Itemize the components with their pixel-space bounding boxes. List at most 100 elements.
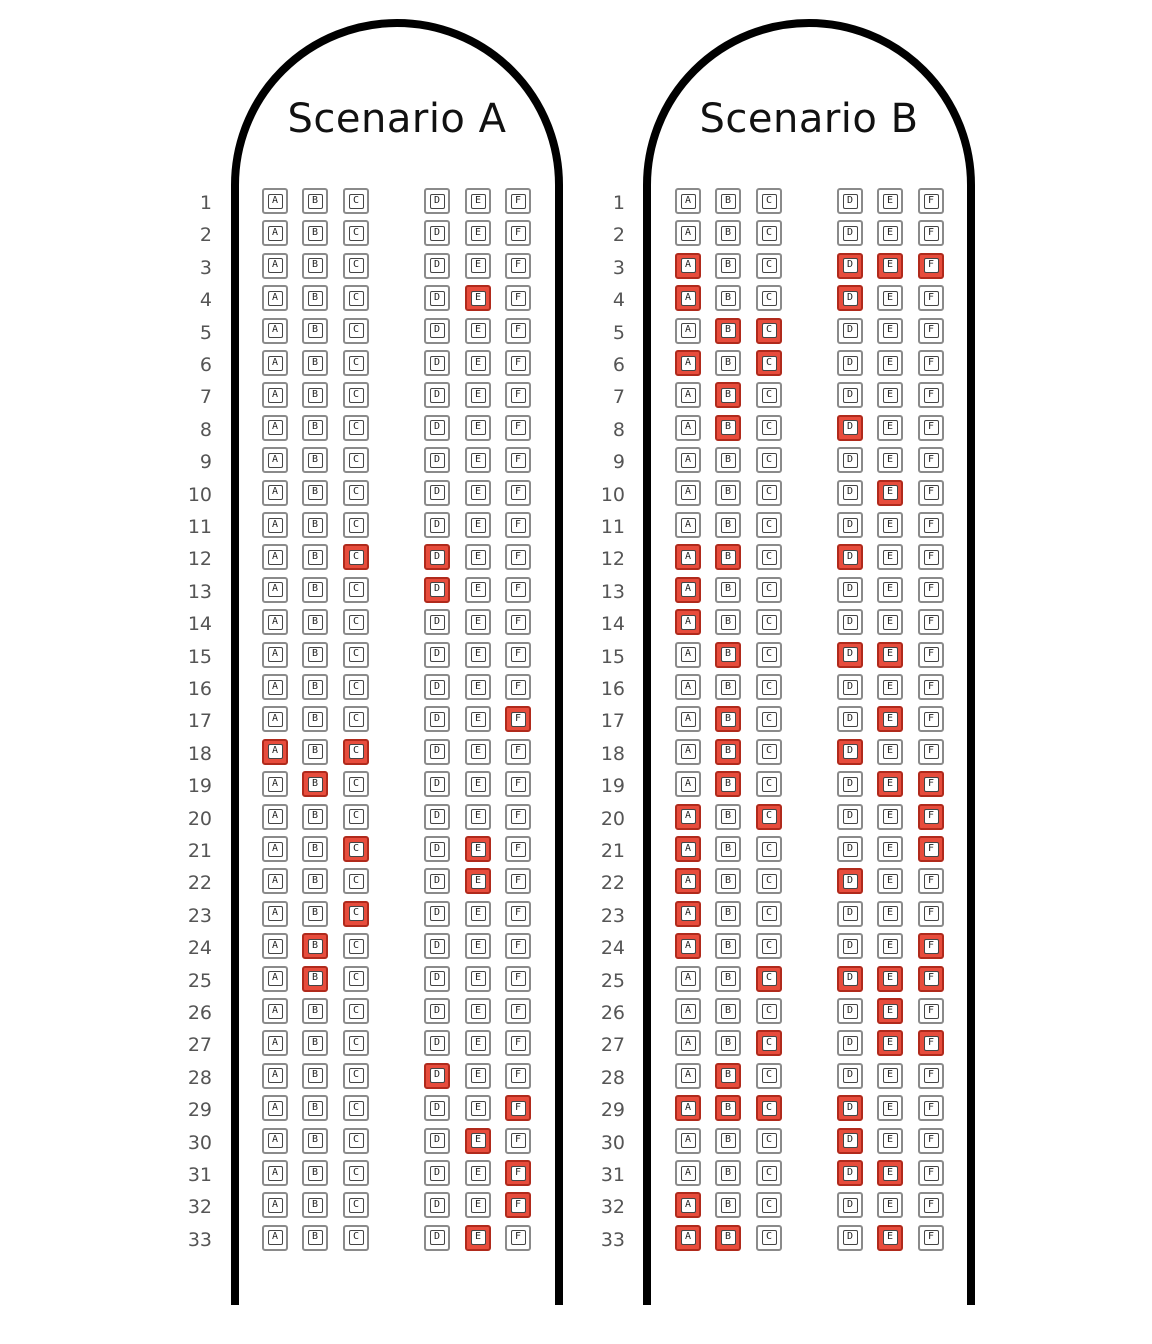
seat-occupied[interactable]: F: [918, 1030, 944, 1057]
seat-empty[interactable]: E: [877, 1062, 903, 1089]
seat-empty[interactable]: A: [675, 479, 701, 506]
seat-empty[interactable]: E: [877, 317, 903, 344]
seat-occupied[interactable]: A: [675, 350, 701, 376]
seat-empty[interactable]: E: [877, 1192, 903, 1219]
seat-empty[interactable]: F: [918, 220, 944, 247]
seat-empty[interactable]: C: [756, 738, 782, 765]
seat-occupied[interactable]: D: [837, 1095, 863, 1122]
seat-empty[interactable]: E: [877, 576, 903, 603]
seat-occupied[interactable]: C: [756, 1095, 782, 1122]
seat-empty[interactable]: E: [465, 544, 491, 571]
seat-empty[interactable]: F: [505, 317, 531, 344]
seat-occupied[interactable]: D: [424, 1062, 450, 1089]
seat-occupied[interactable]: E: [877, 479, 903, 506]
seat-empty[interactable]: C: [343, 1192, 369, 1219]
seat-empty[interactable]: F: [918, 1127, 944, 1154]
seat-empty[interactable]: D: [424, 641, 450, 668]
seat-empty[interactable]: F: [918, 382, 944, 409]
seat-occupied[interactable]: C: [343, 738, 369, 765]
seat-occupied[interactable]: D: [837, 641, 863, 668]
seat-empty[interactable]: B: [302, 512, 328, 538]
seat-empty[interactable]: F: [505, 414, 531, 441]
seat-occupied[interactable]: B: [302, 965, 328, 992]
seat-empty[interactable]: D: [424, 771, 450, 798]
seat-empty[interactable]: B: [302, 609, 328, 636]
seat-empty[interactable]: D: [424, 1095, 450, 1122]
seat-occupied[interactable]: A: [675, 544, 701, 571]
seat-occupied[interactable]: A: [675, 933, 701, 960]
seat-empty[interactable]: B: [715, 285, 741, 312]
seat-empty[interactable]: D: [837, 317, 863, 344]
seat-occupied[interactable]: F: [918, 933, 944, 960]
seat-empty[interactable]: D: [424, 447, 450, 474]
seat-empty[interactable]: B: [302, 998, 328, 1024]
seat-empty[interactable]: F: [505, 188, 531, 214]
seat-empty[interactable]: B: [302, 1062, 328, 1089]
seat-empty[interactable]: F: [505, 641, 531, 668]
seat-empty[interactable]: A: [675, 674, 701, 700]
seat-empty[interactable]: A: [262, 1160, 288, 1186]
seat-empty[interactable]: D: [837, 1030, 863, 1057]
seat-empty[interactable]: D: [837, 1192, 863, 1219]
seat-empty[interactable]: E: [465, 965, 491, 992]
seat-empty[interactable]: B: [715, 933, 741, 960]
seat-empty[interactable]: E: [465, 900, 491, 927]
seat-empty[interactable]: C: [343, 447, 369, 474]
seat-empty[interactable]: B: [302, 1192, 328, 1219]
seat-empty[interactable]: C: [756, 1160, 782, 1186]
seat-occupied[interactable]: F: [918, 803, 944, 830]
seat-empty[interactable]: F: [505, 771, 531, 798]
seat-empty[interactable]: D: [424, 609, 450, 636]
seat-occupied[interactable]: E: [877, 252, 903, 279]
seat-empty[interactable]: A: [262, 1062, 288, 1089]
seat-empty[interactable]: E: [465, 512, 491, 538]
seat-empty[interactable]: C: [756, 220, 782, 247]
seat-empty[interactable]: B: [302, 188, 328, 214]
seat-empty[interactable]: D: [424, 965, 450, 992]
seat-empty[interactable]: B: [715, 188, 741, 214]
seat-occupied[interactable]: A: [675, 252, 701, 279]
seat-empty[interactable]: D: [837, 900, 863, 927]
seat-empty[interactable]: A: [262, 1127, 288, 1154]
seat-empty[interactable]: A: [675, 1062, 701, 1089]
seat-occupied[interactable]: A: [675, 868, 701, 895]
seat-empty[interactable]: E: [877, 544, 903, 571]
seat-empty[interactable]: D: [837, 350, 863, 376]
seat-empty[interactable]: E: [465, 998, 491, 1024]
seat-empty[interactable]: C: [756, 836, 782, 862]
seat-empty[interactable]: B: [715, 512, 741, 538]
seat-occupied[interactable]: D: [837, 285, 863, 312]
seat-occupied[interactable]: C: [756, 1030, 782, 1057]
seat-empty[interactable]: F: [505, 609, 531, 636]
seat-occupied[interactable]: D: [837, 868, 863, 895]
seat-occupied[interactable]: A: [675, 1224, 701, 1251]
seat-occupied[interactable]: C: [756, 350, 782, 376]
seat-empty[interactable]: C: [343, 674, 369, 700]
seat-empty[interactable]: C: [343, 350, 369, 376]
seat-empty[interactable]: A: [262, 674, 288, 700]
seat-empty[interactable]: D: [424, 1224, 450, 1251]
seat-empty[interactable]: C: [343, 609, 369, 636]
seat-empty[interactable]: B: [302, 285, 328, 312]
seat-occupied[interactable]: A: [675, 1095, 701, 1122]
seat-empty[interactable]: E: [465, 641, 491, 668]
seat-empty[interactable]: D: [837, 836, 863, 862]
seat-empty[interactable]: A: [262, 479, 288, 506]
seat-empty[interactable]: A: [675, 447, 701, 474]
seat-empty[interactable]: C: [756, 1062, 782, 1089]
seat-empty[interactable]: F: [918, 1224, 944, 1251]
seat-empty[interactable]: C: [756, 900, 782, 927]
seat-occupied[interactable]: B: [715, 544, 741, 571]
seat-occupied[interactable]: B: [715, 738, 741, 765]
seat-empty[interactable]: F: [505, 998, 531, 1024]
seat-occupied[interactable]: B: [715, 317, 741, 344]
seat-empty[interactable]: A: [262, 544, 288, 571]
seat-empty[interactable]: C: [343, 576, 369, 603]
seat-occupied[interactable]: E: [877, 641, 903, 668]
seat-empty[interactable]: D: [424, 933, 450, 960]
seat-occupied[interactable]: E: [877, 1160, 903, 1186]
seat-empty[interactable]: E: [877, 1127, 903, 1154]
seat-occupied[interactable]: A: [675, 836, 701, 862]
seat-empty[interactable]: C: [343, 803, 369, 830]
seat-empty[interactable]: D: [837, 1224, 863, 1251]
